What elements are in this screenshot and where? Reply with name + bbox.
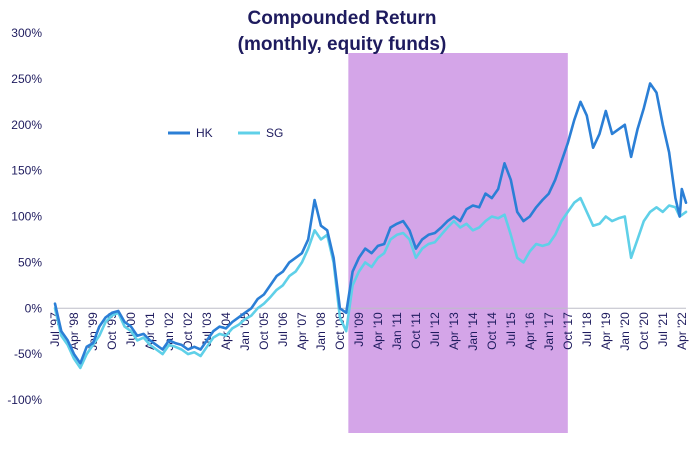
x-tick-label: Jul '12 <box>428 312 442 347</box>
x-tick-label: Apr '10 <box>371 312 385 350</box>
x-tick-label: Jul '03 <box>200 312 214 347</box>
y-tick-label: 200% <box>11 118 42 132</box>
x-tick-label: Oct '14 <box>485 312 499 350</box>
x-tick-label: Apr '13 <box>447 312 461 350</box>
x-tick-label: Apr '19 <box>599 312 613 350</box>
y-tick-label: 150% <box>11 164 42 178</box>
x-tick-label: Oct '08 <box>333 312 347 350</box>
x-tick-label: Jul '15 <box>504 312 518 347</box>
x-tick-label: Oct '02 <box>181 312 195 350</box>
x-tick-label: Jan '11 <box>390 312 404 350</box>
x-tick-label: Apr '16 <box>523 312 537 350</box>
y-tick-label: 50% <box>18 255 42 269</box>
legend-label-sg: SG <box>266 126 283 140</box>
x-tick-label: Oct '99 <box>105 312 119 350</box>
x-tick-label: Oct '11 <box>409 312 423 349</box>
x-tick-label: Apr '98 <box>67 312 81 350</box>
legend-label-hk: HK <box>196 126 213 140</box>
y-tick-label: 0% <box>25 301 43 315</box>
chart-title: Compounded Return <box>248 8 437 29</box>
x-tick-label: Apr '07 <box>295 312 309 350</box>
y-tick-label: 300% <box>11 26 42 40</box>
y-tick-label: -50% <box>14 347 42 361</box>
chart-subtitle: (monthly, equity funds) <box>238 34 447 55</box>
x-tick-label: Jul '18 <box>580 312 594 347</box>
x-tick-label: Oct '17 <box>561 312 575 350</box>
x-tick-label: Jul '09 <box>352 312 366 347</box>
y-tick-label: 250% <box>11 72 42 86</box>
x-tick-label: Oct '20 <box>637 312 651 350</box>
highlight-band <box>348 53 568 433</box>
x-tick-label: Oct '05 <box>257 312 271 350</box>
x-tick-label: Jan '17 <box>542 312 556 351</box>
x-tick-label: Apr '22 <box>675 312 689 350</box>
x-tick-label: Apr '04 <box>219 312 233 350</box>
x-tick-label: Jul '21 <box>656 312 670 347</box>
y-tick-label: 100% <box>11 210 42 224</box>
y-tick-label: -100% <box>7 393 42 407</box>
series-line-hk <box>53 82 688 365</box>
series-line-sg <box>53 196 688 370</box>
x-tick-label: Jan '14 <box>466 312 480 351</box>
x-tick-label: Jan '08 <box>314 312 328 351</box>
x-tick-label: Jul '06 <box>276 312 290 347</box>
x-tick-label: Jan '20 <box>618 312 632 351</box>
